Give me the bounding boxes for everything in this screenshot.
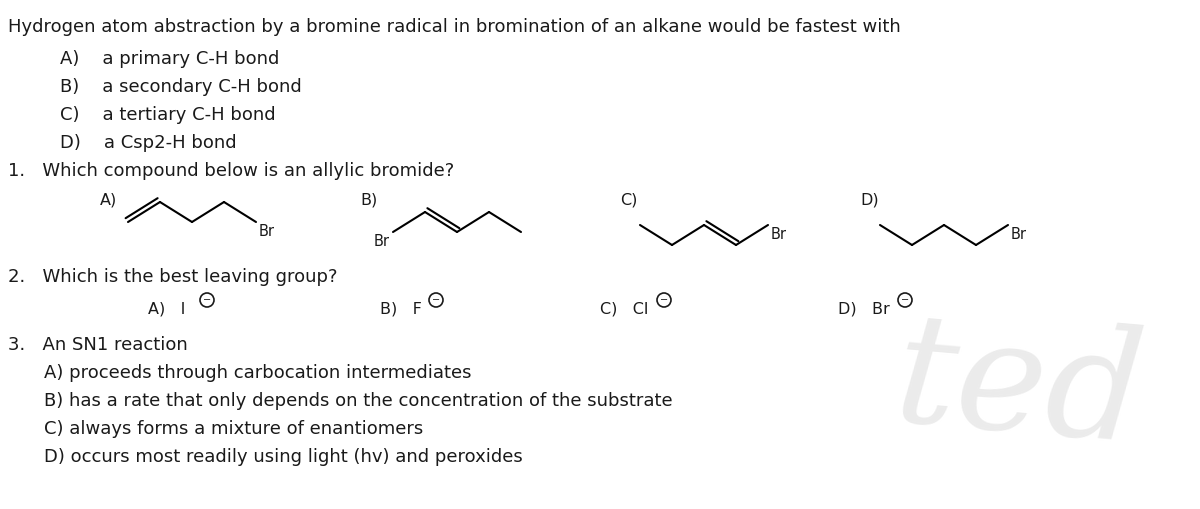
Text: C) always forms a mixture of enantiomers: C) always forms a mixture of enantiomers xyxy=(44,420,424,438)
Text: B): B) xyxy=(360,192,377,207)
Text: Br: Br xyxy=(259,224,275,239)
Text: −: − xyxy=(432,295,440,305)
Text: −: − xyxy=(660,295,668,305)
Text: B)   F: B) F xyxy=(380,302,422,317)
Text: D)    a Csp2-H bond: D) a Csp2-H bond xyxy=(60,134,236,152)
Text: D) occurs most readily using light (hv) and peroxides: D) occurs most readily using light (hv) … xyxy=(44,448,523,466)
Text: A)    a primary C-H bond: A) a primary C-H bond xyxy=(60,50,280,68)
Text: Hydrogen atom abstraction by a bromine radical in bromination of an alkane would: Hydrogen atom abstraction by a bromine r… xyxy=(8,18,901,36)
Text: A) proceeds through carbocation intermediates: A) proceeds through carbocation intermed… xyxy=(44,364,472,382)
Text: B) has a rate that only depends on the concentration of the substrate: B) has a rate that only depends on the c… xyxy=(44,392,673,410)
Text: B)    a secondary C-H bond: B) a secondary C-H bond xyxy=(60,78,301,96)
Text: D): D) xyxy=(860,192,878,207)
Text: −: − xyxy=(901,295,910,305)
Text: A)   I: A) I xyxy=(148,302,185,317)
Text: C)    a tertiary C-H bond: C) a tertiary C-H bond xyxy=(60,106,276,124)
Text: 3.   An SN1 reaction: 3. An SN1 reaction xyxy=(8,336,187,354)
Text: A): A) xyxy=(100,192,118,207)
Text: 1.   Which compound below is an allylic bromide?: 1. Which compound below is an allylic br… xyxy=(8,162,455,180)
Text: Br: Br xyxy=(772,227,787,242)
Text: C)   Cl: C) Cl xyxy=(600,302,648,317)
Text: D)   Br: D) Br xyxy=(838,302,889,317)
Text: Br: Br xyxy=(1010,227,1027,242)
Text: Br: Br xyxy=(374,234,390,249)
Text: C): C) xyxy=(620,192,637,207)
Text: −: − xyxy=(203,295,211,305)
Text: 2.   Which is the best leaving group?: 2. Which is the best leaving group? xyxy=(8,268,337,286)
Text: ted: ted xyxy=(889,305,1151,475)
